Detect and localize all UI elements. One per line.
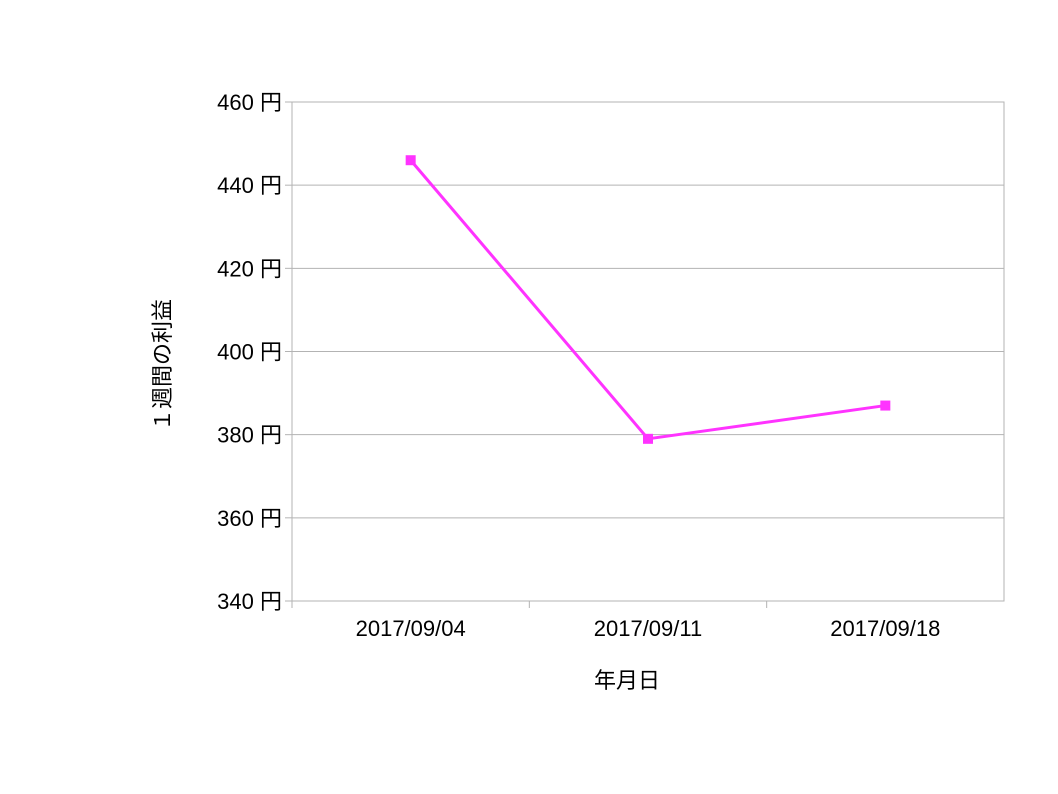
series-line xyxy=(409,159,886,441)
y-axis-title: １週間の利益 xyxy=(150,299,175,431)
y-tick-label: 440 円 xyxy=(217,173,282,198)
y-tick-label: 360 円 xyxy=(217,506,282,531)
x-tick-label: 2017/09/04 xyxy=(356,616,466,641)
data-point-marker xyxy=(643,433,653,444)
series-layer xyxy=(405,155,891,444)
y-tick-label: 460 円 xyxy=(217,90,282,115)
y-tick-label: 340 円 xyxy=(217,589,282,614)
data-point-marker xyxy=(405,155,416,166)
y-tick-label: 400 円 xyxy=(217,340,282,365)
y-tick-label: 420 円 xyxy=(217,256,282,281)
gridlines xyxy=(292,101,1004,602)
y-tick-label: 380 円 xyxy=(217,423,282,448)
data-point-marker xyxy=(880,400,891,411)
x-axis-title: 年月日 xyxy=(594,668,660,693)
x-tick-label: 2017/09/11 xyxy=(594,616,702,641)
y-axis-ticks: 340 円 360 円 380 円 400 円 420 円 440 円 460 円 xyxy=(217,90,292,614)
x-tick-label: 2017/09/18 xyxy=(830,616,940,641)
x-axis-ticks: 2017/09/04 2017/09/11 2017/09/18 xyxy=(291,601,940,641)
